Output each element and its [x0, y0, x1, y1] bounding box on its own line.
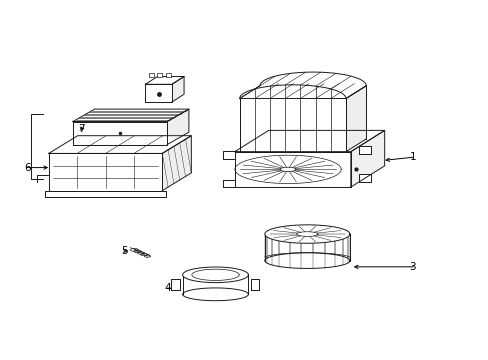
Polygon shape	[191, 269, 239, 280]
Text: 1: 1	[408, 152, 415, 162]
Bar	[149, 73, 154, 77]
Polygon shape	[73, 122, 167, 145]
Text: 4: 4	[164, 283, 171, 293]
Text: 2: 2	[174, 85, 181, 95]
Text: 5: 5	[121, 246, 127, 256]
Polygon shape	[172, 77, 183, 102]
Polygon shape	[167, 109, 188, 145]
Polygon shape	[239, 99, 346, 152]
Polygon shape	[223, 151, 234, 159]
Polygon shape	[45, 191, 166, 197]
Polygon shape	[359, 146, 371, 154]
Polygon shape	[264, 225, 349, 243]
Polygon shape	[234, 130, 384, 152]
Polygon shape	[49, 153, 162, 191]
Polygon shape	[162, 136, 191, 191]
Bar	[165, 73, 170, 77]
Polygon shape	[264, 253, 349, 269]
Polygon shape	[145, 77, 183, 84]
Polygon shape	[346, 86, 366, 152]
Text: 3: 3	[408, 262, 415, 272]
Polygon shape	[296, 232, 317, 237]
Polygon shape	[37, 175, 49, 182]
Polygon shape	[183, 288, 248, 301]
Polygon shape	[223, 180, 234, 188]
Text: 7: 7	[78, 123, 84, 134]
Polygon shape	[250, 279, 259, 291]
Polygon shape	[183, 267, 248, 283]
Text: 6: 6	[24, 163, 31, 172]
Polygon shape	[73, 109, 188, 122]
Polygon shape	[49, 136, 191, 153]
Polygon shape	[171, 279, 180, 291]
Polygon shape	[350, 130, 384, 187]
Polygon shape	[359, 174, 371, 182]
Polygon shape	[145, 84, 172, 102]
Polygon shape	[234, 152, 350, 187]
Bar	[157, 73, 162, 77]
